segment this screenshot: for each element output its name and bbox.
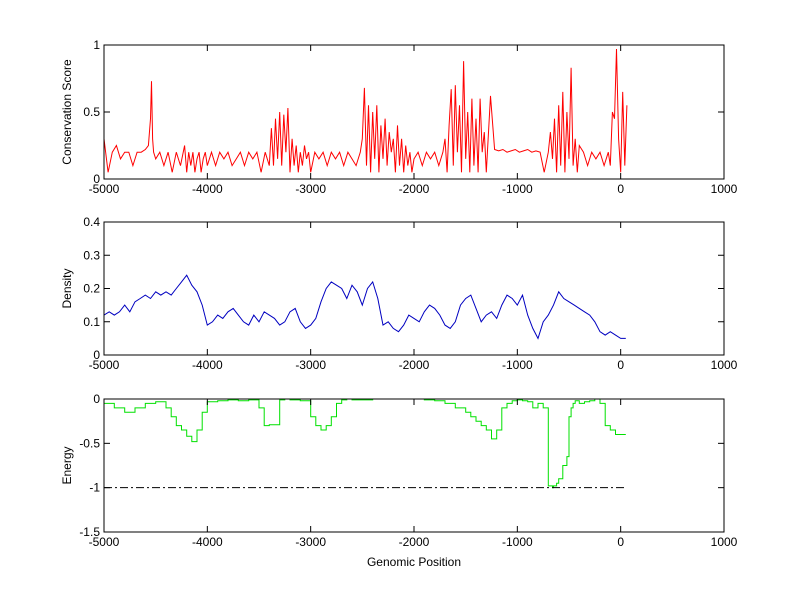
x-tick-label: -2000 (399, 182, 430, 196)
energy-x-axis-label: Genomic Position (367, 555, 461, 569)
x-tick-label: -4000 (192, 535, 223, 549)
x-tick-label: -4000 (192, 358, 223, 372)
x-tick-label: -2000 (399, 535, 430, 549)
x-tick-label: -1000 (502, 182, 533, 196)
y-tick-label: 0 (93, 348, 100, 362)
conservation-series-line (104, 48, 628, 173)
x-tick-label: -1000 (502, 358, 533, 372)
subplot-conservation: -5000 -4000 -3000 -2000 -1000 0 1000 0 0.5 1 Conse… (60, 38, 738, 196)
y-tick-label: 0.5 (83, 105, 100, 119)
x-tick-label: -3000 (295, 535, 326, 549)
x-tick-label: 0 (617, 182, 624, 196)
x-tick-label: 1000 (711, 182, 738, 196)
x-tick-label: -5000 (89, 182, 120, 196)
subplot-density: -5000 -4000 -3000 -2000 -1000 0 1000 0 0.1 0.2 0.3… (60, 215, 738, 372)
x-tick-label: -3000 (295, 182, 326, 196)
x-tick-label: -4000 (192, 182, 223, 196)
x-tick-label: -1000 (502, 535, 533, 549)
energy-series-line (104, 399, 626, 489)
subplots: -5000 -4000 -3000 -2000 -1000 0 100000.51Conse… (60, 38, 738, 569)
y-tick-label: -0.5 (79, 436, 100, 450)
subplot-energy: -5000 -4000 -3000 -2000 -1000 0 1000 -1.5 -1 -0.5… (60, 392, 738, 569)
y-tick-label: 0 (93, 172, 100, 186)
y-tick-label: 0.2 (83, 282, 100, 296)
y-tick-label: 0 (93, 392, 100, 406)
x-tick-label: -3000 (295, 358, 326, 372)
x-tick-label: 1000 (711, 358, 738, 372)
x-tick-label: -5000 (89, 358, 120, 372)
x-tick-label: -5000 (89, 535, 120, 549)
y-tick-label: -1 (89, 481, 100, 495)
y-tick-label: 0.3 (83, 248, 100, 262)
density-y-axis-label: Density (60, 268, 74, 308)
y-tick-label: 0.4 (83, 215, 100, 229)
conservation-y-axis-label: Conservation Score (60, 59, 74, 165)
x-tick-label: -2000 (399, 358, 430, 372)
x-tick-label: 1000 (711, 535, 738, 549)
x-tick-label: 0 (617, 535, 624, 549)
energy-y-axis-label: Energy (60, 446, 74, 484)
y-tick-label: -1.5 (79, 525, 100, 539)
x-tick-label: 0 (617, 358, 624, 372)
y-tick-label: 1 (93, 38, 100, 52)
y-tick-label: 0.1 (83, 315, 100, 329)
density-series-line (104, 274, 626, 340)
